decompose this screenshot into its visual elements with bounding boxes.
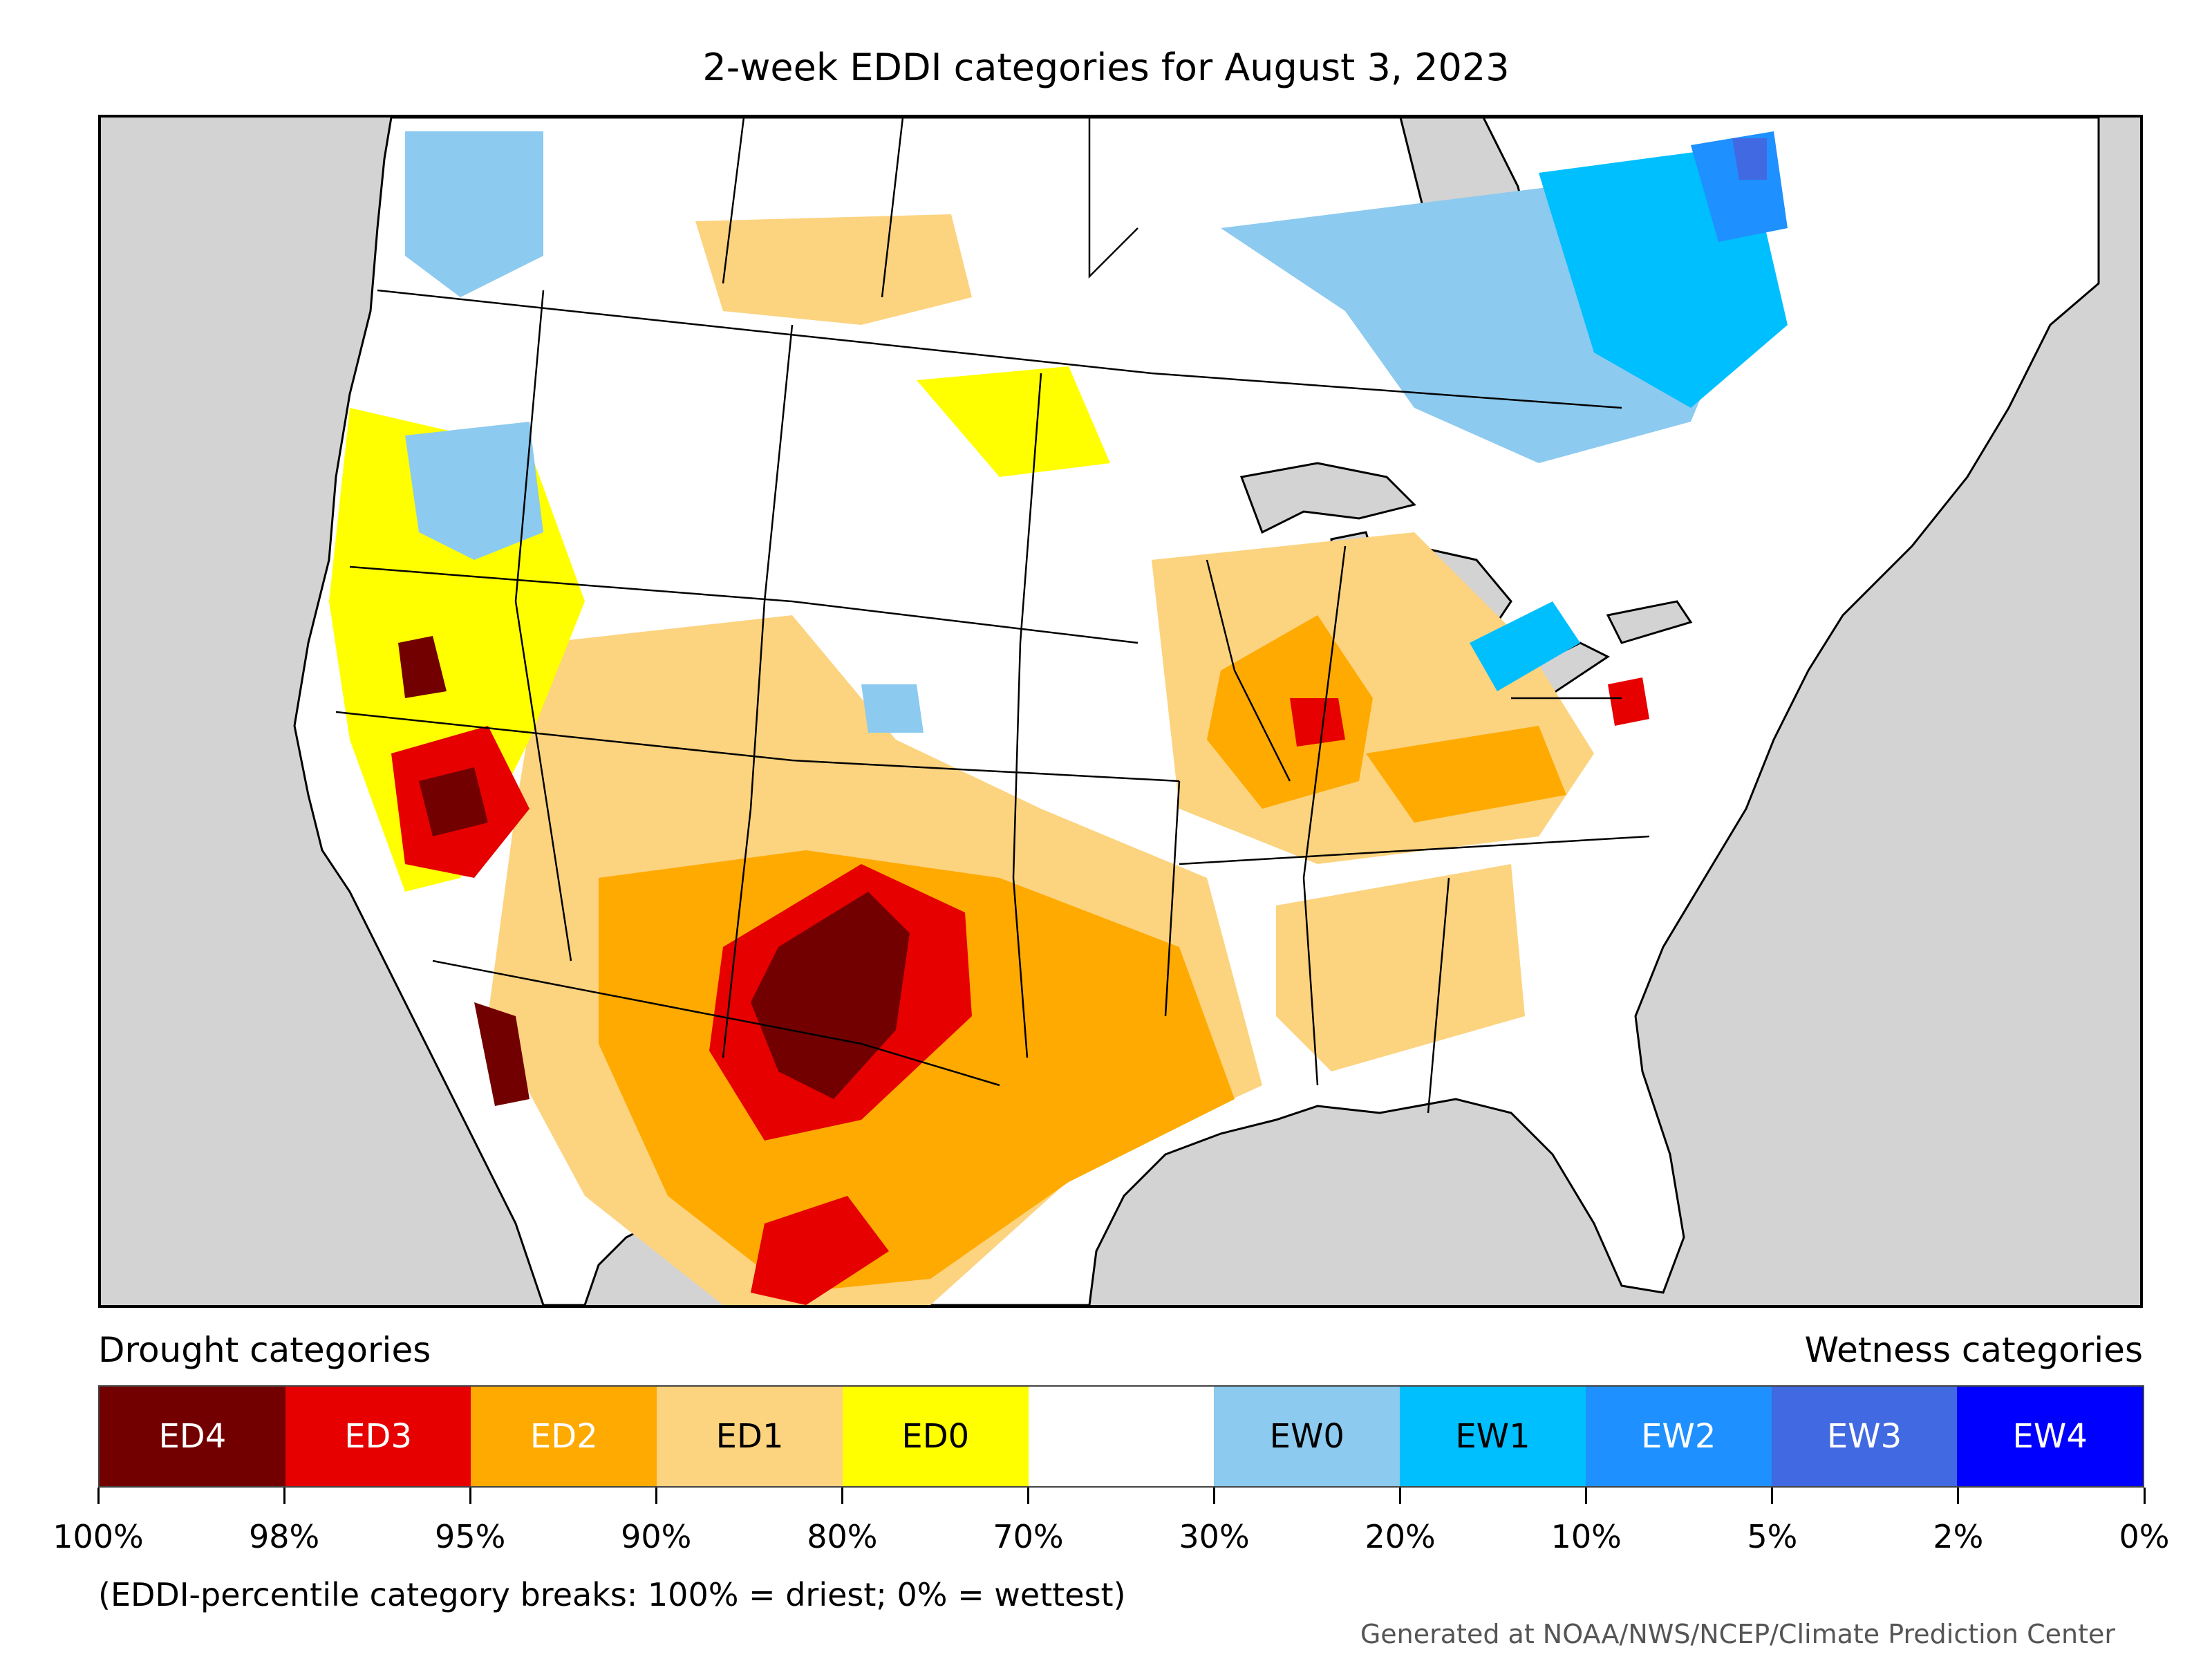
colorbar-tick-label: 80% <box>807 1518 878 1555</box>
colorbar-tick <box>469 1488 471 1504</box>
ew0-pacific-nw <box>405 131 543 297</box>
colorbar-tick-label: 20% <box>1365 1518 1436 1555</box>
colorbar-segment-ew3: EW3 <box>1771 1387 1958 1486</box>
colorbar-tick <box>1771 1488 1774 1504</box>
credit-line: Generated at NOAA/NWS/NCEP/Climate Predi… <box>1360 1619 2115 1649</box>
ed1-north <box>695 214 972 325</box>
colorbar-ticks <box>97 1488 2146 1508</box>
colorbar-segment-ed0: ED0 <box>842 1387 1029 1486</box>
colorbar-tick-label: 30% <box>1179 1518 1250 1555</box>
colorbar-tick-label: 95% <box>435 1518 506 1555</box>
political-borders <box>335 118 1650 1114</box>
wetness-areas <box>405 131 1788 733</box>
ew1-great-lakes <box>1470 601 1580 691</box>
colorbar-segment-ew4: EW4 <box>1957 1387 2144 1486</box>
ed4-nevada <box>398 636 447 698</box>
ed3-maryland <box>1608 677 1649 726</box>
colorbar-tick <box>1213 1488 1216 1504</box>
colorbar-tick <box>655 1488 657 1504</box>
colorbar-segment-ed1: ED1 <box>657 1387 843 1486</box>
colorbar-tick-label: 90% <box>621 1518 692 1555</box>
colorbar-segment-ew0: EW0 <box>1214 1387 1400 1486</box>
colorbar-tick-label: 70% <box>993 1518 1064 1555</box>
colorbar-tick-label: 98% <box>248 1518 320 1555</box>
ed1-southeast <box>1276 864 1525 1071</box>
ed2-kentucky <box>1366 726 1566 823</box>
ew0-colorado <box>861 684 924 733</box>
wetness-categories-heading: Wetness categories <box>1804 1330 2143 1370</box>
map-canvas <box>101 118 2140 1305</box>
ew0-northwest <box>405 422 543 560</box>
colorbar-tick <box>1399 1488 1402 1504</box>
colorbar-tick <box>2143 1488 2146 1504</box>
colorbar-tick-label: 5% <box>1747 1518 1798 1555</box>
ed0-north <box>917 366 1110 477</box>
colorbar-segment-ed3: ED3 <box>285 1387 471 1486</box>
colorbar-tick <box>283 1488 285 1504</box>
ed3-mexico <box>751 1196 889 1305</box>
map-title: 2-week EDDI categories for August 3, 202… <box>702 46 1510 89</box>
colorbar-segment-ed2: ED2 <box>471 1387 657 1486</box>
colorbar-segment-ed4: ED4 <box>100 1387 285 1486</box>
colorbar-tick <box>1957 1488 1960 1504</box>
colorbar-segment-ew2: EW2 <box>1585 1387 1772 1486</box>
colorbar-tick <box>1585 1488 1588 1504</box>
category-colorbar: ED4 ED3 ED2 ED1 ED0 EW0 EW1 EW2 EW3 EW4 <box>98 1385 2144 1488</box>
ed4-baja <box>474 1002 529 1106</box>
colorbar-tick <box>97 1488 100 1504</box>
colorbar-tick-label: 2% <box>1933 1518 1984 1555</box>
ed4-california <box>419 767 488 836</box>
drought-categories-heading: Drought categories <box>98 1330 431 1370</box>
colorbar-tick-label: 0% <box>2119 1518 2170 1555</box>
ed3-illinois <box>1290 698 1345 747</box>
colorbar-tick-label: 10% <box>1550 1518 1622 1555</box>
colorbar-segment-normal <box>1028 1387 1215 1486</box>
colorbar-segment-ew1: EW1 <box>1400 1387 1586 1486</box>
colorbar-tick <box>1027 1488 1029 1504</box>
colorbar-tick <box>841 1488 843 1504</box>
category-note: (EDDI-percentile category breaks: 100% =… <box>98 1576 1126 1613</box>
drought-areas <box>329 214 1649 1305</box>
ew3-quebec <box>1732 138 1767 180</box>
eddi-map <box>98 115 2143 1308</box>
colorbar-tick-label: 100% <box>53 1518 144 1555</box>
